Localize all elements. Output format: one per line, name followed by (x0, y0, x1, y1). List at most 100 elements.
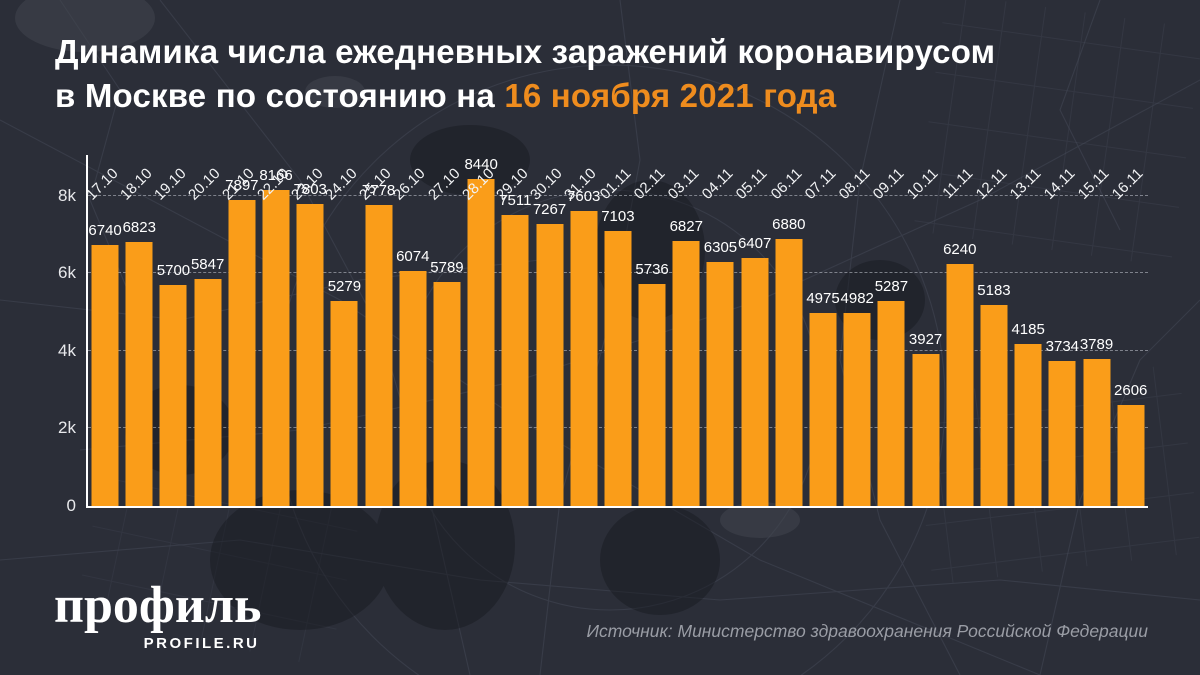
bar-value-label: 5700 (156, 262, 191, 279)
title-date-accent: 16 ноября 2021 года (504, 77, 837, 115)
bar-value-label: 6740 (88, 222, 122, 239)
bar-16.11 (1117, 405, 1145, 506)
x-axis-label: 24.10 (321, 165, 361, 204)
bar-slot-25.10: 7778 25.10 (356, 155, 396, 506)
bar-slot-22.10: 8166 22.10 (254, 155, 293, 506)
profile-logo: профиль PROFILE.RU (54, 577, 262, 653)
x-axis-label: 20.10 (185, 165, 224, 204)
bar-value-label: 6240 (943, 241, 977, 258)
bar-slot-11.11: 6240 11.11 (939, 155, 977, 506)
bar-chart-plot-area: 0 2k 4k 6k 8k 6740 17.10 6823 18.10 5700 19.10 584… (58, 155, 1148, 515)
bar-value-label: 6305 (703, 239, 738, 256)
bar-18.10 (125, 242, 153, 506)
bar-slot-31.10: 7603 31.10 (561, 155, 601, 506)
bar-13.11 (1014, 344, 1042, 506)
bar-value-label: 5279 (327, 278, 362, 295)
bar-slot-02.11: 5736 02.11 (630, 155, 669, 506)
bar-slot-17.10: 6740 17.10 (83, 155, 122, 506)
bar-value-label: 4185 (1011, 321, 1045, 338)
chart-title: Динамика числа ежедневных заражений коро… (55, 30, 1155, 118)
x-axis-label: 03.11 (664, 165, 703, 203)
x-axis-label: 04.11 (698, 165, 737, 203)
x-axis-label: 08.11 (835, 165, 874, 203)
bar-value-label: 5789 (430, 259, 464, 276)
bar-19.10 (159, 285, 187, 506)
bar-14.11 (1048, 361, 1076, 506)
bar-08.11 (843, 313, 871, 506)
bar-slot-13.11: 4185 13.11 (1007, 155, 1045, 506)
bar-slot-20.10: 5847 20.10 (185, 155, 225, 506)
bar-21.10 (228, 200, 256, 506)
bar-slot-30.10: 7267 30.10 (527, 155, 567, 506)
bars-layer: 6740 17.10 6823 18.10 5700 19.10 5847 20.10 7897… (83, 155, 1148, 506)
y-axis-label-0: 0 (66, 496, 76, 515)
bar-07.11 (809, 313, 837, 506)
y-axis-label-8k: 8k (58, 186, 76, 205)
bar-slot-18.10: 6823 18.10 (117, 155, 156, 506)
bar-04.11 (706, 262, 734, 506)
bar-slot-05.11: 6407 05.11 (733, 155, 772, 506)
bar-01.11 (604, 231, 632, 506)
bar-slot-12.11: 5183 12.11 (972, 155, 1011, 506)
bar-slot-09.11: 5287 09.11 (870, 155, 908, 506)
x-axis-label: 30.10 (527, 165, 566, 204)
bar-value-label: 2606 (1114, 382, 1148, 399)
bar-slot-21.10: 7897 21.10 (219, 155, 259, 506)
bar-value-label: 8166 (259, 167, 293, 184)
bar-slot-10.11: 3927 10.11 (904, 155, 943, 506)
bar-12.11 (980, 305, 1008, 506)
bar-slot-23.10: 7803 23.10 (288, 155, 327, 506)
bar-value-label: 6880 (772, 216, 806, 233)
bar-value-label: 4975 (806, 290, 840, 307)
bar-slot-01.11: 7103 01.11 (596, 155, 635, 506)
x-axis-label: 01.11 (596, 165, 635, 203)
source-attribution: Источник: Министерство здравоохранения Р… (586, 621, 1148, 641)
bar-slot-27.10: 5789 27.10 (425, 155, 464, 506)
bar-slot-28.10: 8440 28.10 (459, 155, 498, 506)
x-axis-label: 12.11 (972, 165, 1011, 203)
x-axis-label: 27.10 (424, 165, 464, 204)
bar-value-label: 5736 (635, 261, 669, 278)
bar-value-label: 7897 (225, 177, 259, 194)
y-axis-label-6k: 6k (58, 263, 76, 282)
x-axis-label: 05.11 (733, 165, 771, 203)
title-line2: в Москве по состоянию на (55, 77, 505, 115)
bar-value-label: 6827 (669, 218, 703, 235)
bar-slot-15.11: 3789 15.11 (1075, 155, 1113, 506)
x-axis-label: 06.11 (767, 165, 805, 203)
bar-slot-04.11: 6305 04.11 (699, 155, 738, 506)
x-axis-label: 11.11 (938, 165, 976, 202)
bar-slot-03.11: 6827 03.11 (665, 155, 703, 506)
bar-value-label: 7103 (601, 208, 635, 225)
bar-10.11 (912, 354, 940, 506)
bar-29.10 (501, 215, 529, 506)
bar-26.10 (399, 271, 427, 506)
x-axis-label: 13.11 (1006, 165, 1045, 203)
bar-value-label: 6074 (396, 248, 430, 265)
bar-03.11 (672, 241, 700, 506)
bar-06.11 (775, 239, 803, 506)
x-axis-label: 02.11 (630, 165, 669, 203)
bar-value-label: 7267 (532, 201, 567, 218)
y-axis-label-2k: 2k (58, 418, 76, 437)
bar-11.11 (946, 264, 974, 506)
x-axis-label: 18.10 (116, 165, 156, 204)
bar-value-label: 8440 (464, 156, 498, 173)
bar-slot-06.11: 6880 06.11 (767, 155, 806, 506)
bar-23.10 (296, 204, 324, 506)
x-axis-label: 26.10 (390, 165, 429, 204)
bar-value-label: 6823 (122, 219, 156, 236)
bar-value-label: 3927 (908, 331, 943, 348)
bar-25.10 (365, 205, 393, 506)
bar-slot-29.10: 7511 29.10 (493, 155, 532, 506)
bar-value-label: 4982 (840, 290, 874, 307)
bar-value-label: 3734 (1045, 338, 1080, 355)
logo-wordmark: профиль (54, 577, 262, 634)
bar-31.10 (570, 211, 598, 506)
x-axis-label: 15.11 (1074, 165, 1113, 203)
gridline-8k (88, 195, 1148, 196)
bar-slot-07.11: 4975 07.11 (801, 155, 840, 506)
bar-slot-08.11: 4982 08.11 (836, 155, 874, 506)
bar-slot-19.10: 5700 19.10 (151, 155, 191, 506)
